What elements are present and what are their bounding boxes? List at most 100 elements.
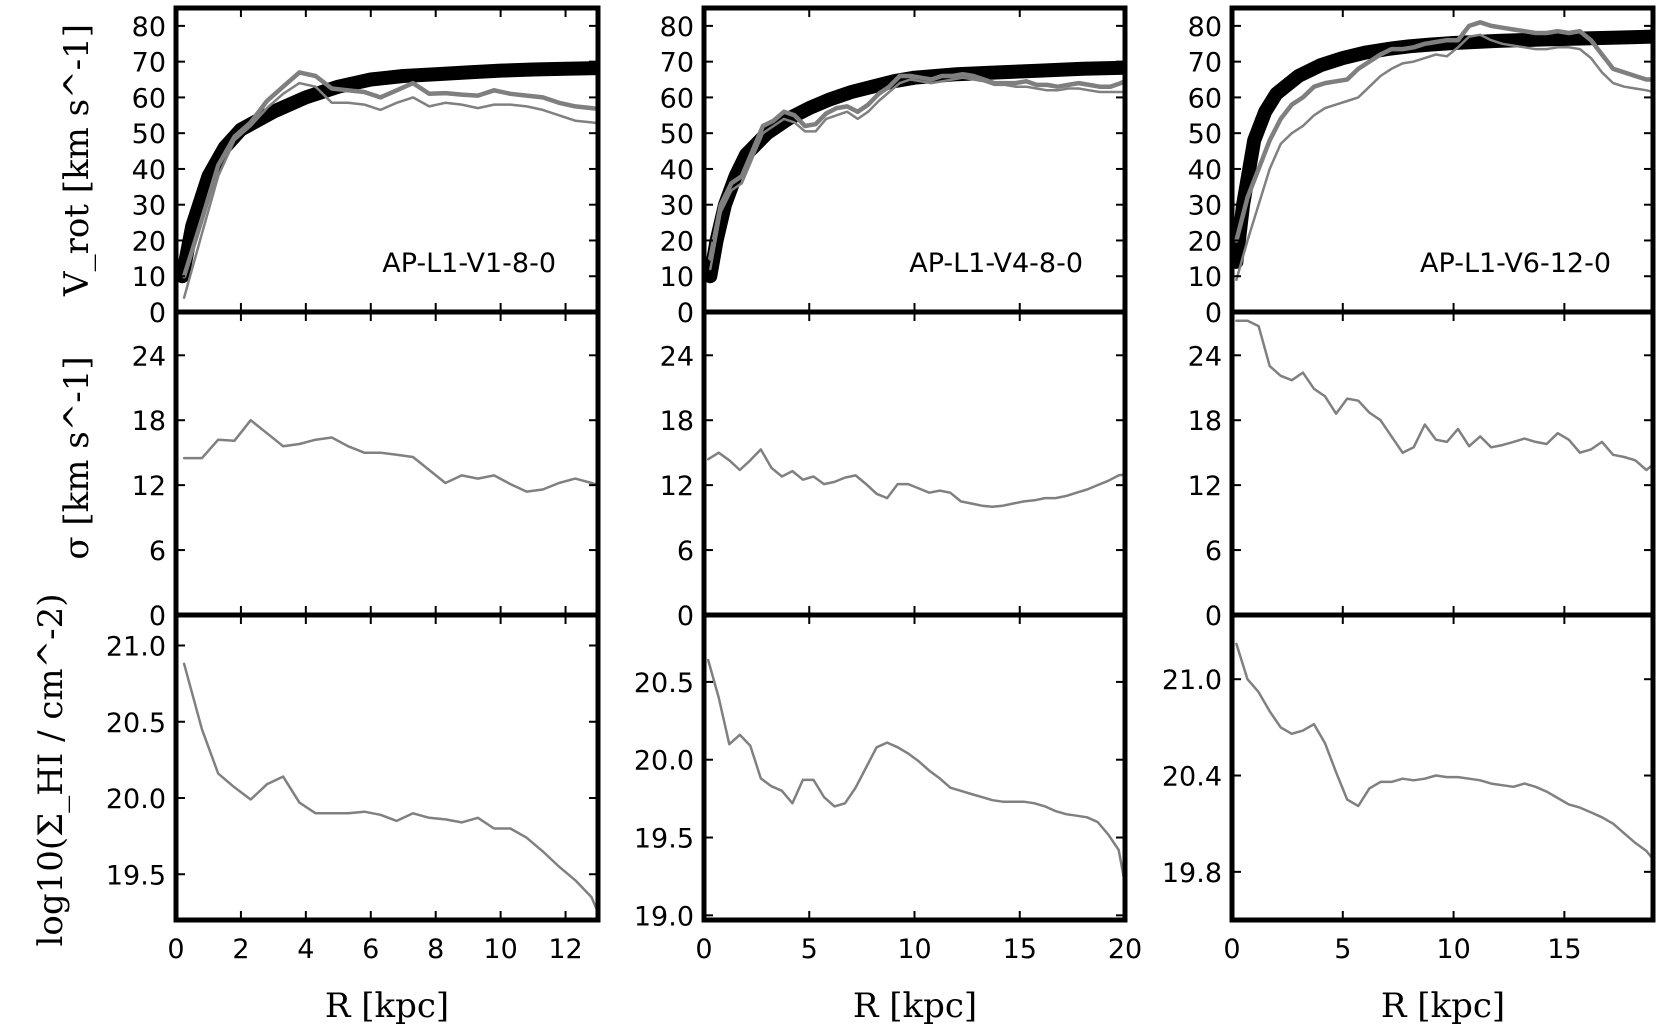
xlabel-col-1: R [kpc] <box>325 986 449 1026</box>
ytick-label: 70 <box>1188 48 1222 79</box>
panel-column-3: 01020304050607080AP-L1-V6-12-00612182419… <box>1162 5 1656 965</box>
series-line-dispersion <box>1235 319 1653 472</box>
panel-surface_density-2: 19.0 19.5 20.0 20.5 0 5 10 15 20 <box>634 612 1142 965</box>
xtick-label: 4 <box>297 934 314 965</box>
y-axis-titles: V_rot [km s^-1] σ [km s^-1] log10(Σ_HI /… <box>31 24 97 946</box>
series-line-surface_density <box>706 658 1125 886</box>
series-line-fit-thick <box>1234 20 1653 243</box>
ytick-label: 20 <box>660 226 694 257</box>
ytick-label: 80 <box>132 12 166 43</box>
ytick-label: 19.8 <box>1162 858 1222 889</box>
series-group <box>176 61 598 299</box>
ylabel-rotation: V_rot [km s^-1] <box>57 24 97 297</box>
ytick-label: 21.0 <box>106 632 166 663</box>
panel-rotation-2: 0 10 20 30 40 50 60 70 80 AP-L1-V4-8-0 <box>660 5 1128 329</box>
ytick-label: 6 <box>1205 536 1222 567</box>
ytick-label: 21.0 <box>1162 665 1222 696</box>
xlabel-col-2: R [kpc] <box>853 986 977 1026</box>
panel-dispersion-3: 0 6 12 18 24 <box>1188 309 1656 632</box>
xlabel-col-3: R [kpc] <box>1381 986 1505 1026</box>
panel-column-2: 01020304050607080AP-L1-V4-8-00612182419.… <box>634 5 1142 965</box>
ytick-label: 50 <box>1188 119 1222 150</box>
series-line-fit-thin <box>1235 33 1653 282</box>
series-line-fit-thin <box>709 76 1125 271</box>
ytick-label: 40 <box>1188 155 1222 186</box>
ytick-label: 18 <box>132 406 166 437</box>
panel-rotation-1: 0 10 20 30 40 50 60 70 80 AP-L1-V1-8-0 <box>132 5 601 329</box>
ytick-label: 12 <box>660 471 694 502</box>
ytick-label: 60 <box>1188 83 1222 114</box>
panel-frame <box>1229 612 1656 923</box>
series-group <box>706 658 1125 886</box>
ytick-label: 12 <box>132 471 166 502</box>
series-line-fit-thick <box>708 71 1125 261</box>
series-line-dispersion <box>706 448 1125 509</box>
panel-frame <box>173 612 601 923</box>
xtick-label: 20 <box>1108 934 1142 965</box>
ylabel-dispersion: σ [km s^-1] <box>57 356 97 559</box>
panel-surface_density-1: 19.5 20.0 20.5 21.0 0 2 4 6 8 10 12 <box>106 612 601 965</box>
model-label: AP-L1-V1-8-0 <box>382 248 556 279</box>
ytick-label: 60 <box>660 83 694 114</box>
plot-grid: 01020304050607080AP-L1-V1-8-00612182419.… <box>106 5 1656 965</box>
ytick-label: 19.5 <box>634 824 694 855</box>
series-group <box>1235 319 1653 472</box>
xtick-label: 5 <box>801 934 818 965</box>
ylabel-surface-density: log10(Σ_HI / cm^-2) <box>31 594 71 947</box>
panel-dispersion-1: 0 6 12 18 24 <box>132 309 601 632</box>
ytick-label: 10 <box>1188 262 1222 293</box>
xtick-label: 10 <box>897 934 931 965</box>
ytick-label: 10 <box>132 262 166 293</box>
ytick-label: 30 <box>132 191 166 222</box>
ytick-label: 19.5 <box>106 860 166 891</box>
ytick-label: 80 <box>660 12 694 43</box>
series-line-model <box>704 60 1125 284</box>
ytick-label: 30 <box>1188 191 1222 222</box>
ytick-label: 20 <box>132 226 166 257</box>
xtick-label: 10 <box>483 934 517 965</box>
ytick-label: 6 <box>149 536 166 567</box>
series-line-surface_density <box>182 662 598 914</box>
xtick-label: 6 <box>362 934 379 965</box>
xtick-label: 0 <box>695 934 712 965</box>
ytick-label: 50 <box>660 119 694 150</box>
xtick-label: 5 <box>1334 934 1351 965</box>
series-group <box>182 662 598 914</box>
panel-frame <box>701 612 1128 923</box>
ytick-label: 0 <box>1205 601 1222 632</box>
ytick-label: 0 <box>1205 298 1222 329</box>
ytick-label: 10 <box>660 262 694 293</box>
series-line-dispersion <box>182 418 598 493</box>
ytick-label: 19.0 <box>634 901 694 932</box>
series-group <box>704 60 1125 284</box>
panel-rotation-3: 0 10 20 30 40 50 60 70 80 AP-L1-V6-12-0 <box>1188 5 1656 329</box>
ytick-label: 24 <box>660 341 694 372</box>
ytick-label: 12 <box>1188 471 1222 502</box>
ytick-label: 50 <box>132 119 166 150</box>
ytick-label: 0 <box>149 298 166 329</box>
xtick-label: 15 <box>1003 934 1037 965</box>
xtick-label: 0 <box>1223 934 1240 965</box>
panel-surface_density-3: 19.8 20.4 21.0 0 5 10 15 <box>1162 612 1656 965</box>
xtick-label: 15 <box>1547 934 1581 965</box>
ytick-label: 70 <box>660 48 694 79</box>
ytick-label: 20.0 <box>634 746 694 777</box>
model-label: AP-L1-V4-8-0 <box>909 248 1083 279</box>
xtick-label: 0 <box>167 934 184 965</box>
xtick-label: 12 <box>548 934 582 965</box>
ytick-label: 30 <box>660 191 694 222</box>
xtick-label: 2 <box>232 934 249 965</box>
ytick-label: 80 <box>1188 12 1222 43</box>
ytick-label: 18 <box>1188 406 1222 437</box>
ytick-label: 24 <box>132 341 166 372</box>
model-label: AP-L1-V6-12-0 <box>1420 248 1611 279</box>
panel-frame <box>701 309 1128 618</box>
ytick-label: 0 <box>149 601 166 632</box>
panel-frame <box>1229 309 1656 618</box>
ytick-label: 70 <box>132 48 166 79</box>
series-line-surface_density <box>1235 642 1653 861</box>
ytick-label: 6 <box>677 536 694 567</box>
series-group <box>1235 642 1653 861</box>
ytick-label: 40 <box>132 155 166 186</box>
